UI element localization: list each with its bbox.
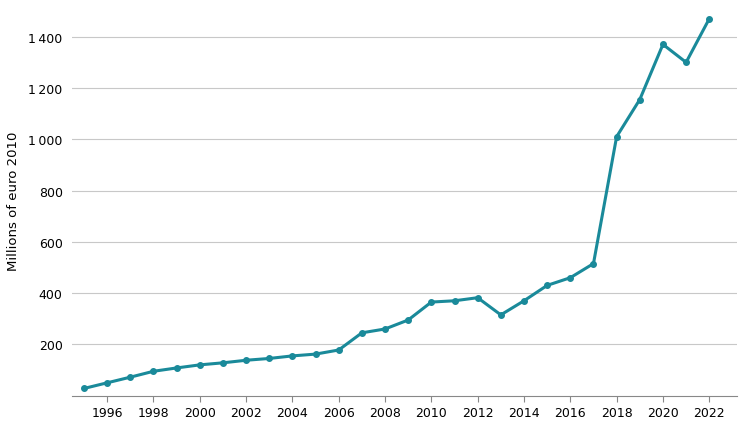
Y-axis label: Millions of euro 2010: Millions of euro 2010	[7, 132, 20, 271]
